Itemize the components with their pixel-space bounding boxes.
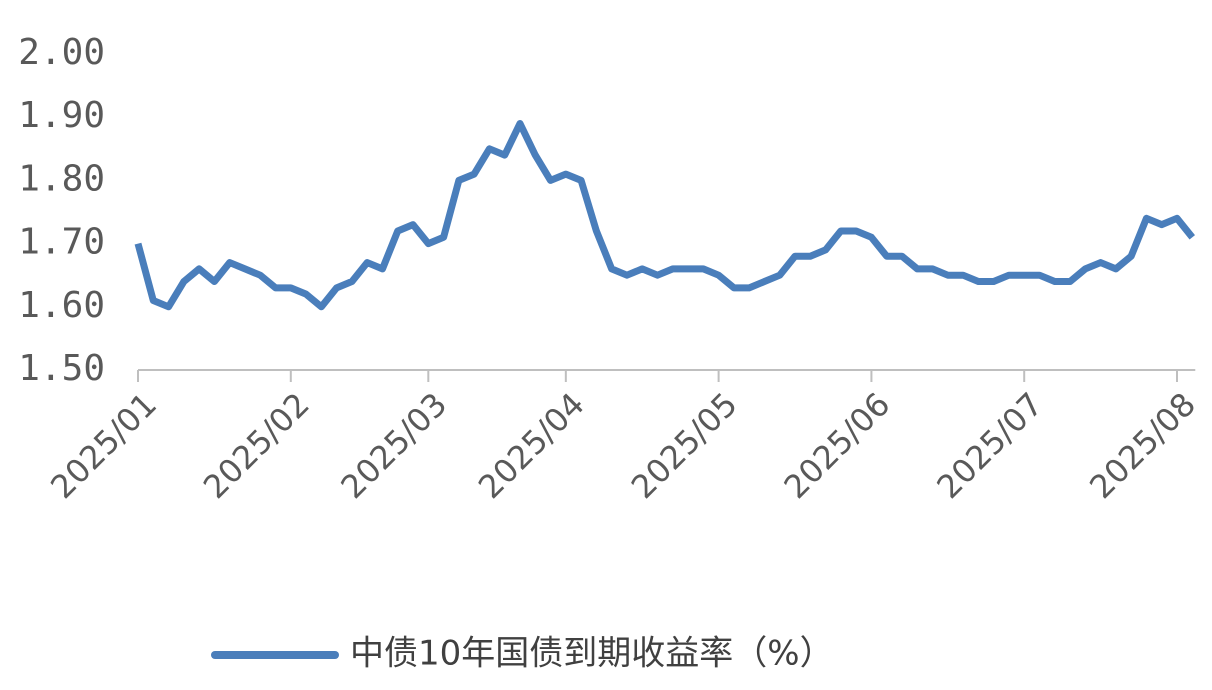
x-tick-label: 2025/08 — [1082, 385, 1203, 506]
y-tick-label: 2.00 — [18, 32, 105, 73]
y-tick-label: 1.90 — [18, 95, 105, 136]
data-line — [134, 120, 1196, 311]
x-tick-label: 2025/03 — [333, 385, 454, 506]
legend-label: 中债10年国债到期收益率（%） — [350, 634, 834, 674]
x-tick-label: 2025/01 — [43, 385, 164, 506]
y-tick-label: 1.60 — [18, 285, 105, 326]
x-tick-label: 2025/06 — [777, 385, 898, 506]
x-tick-label: 2025/05 — [624, 385, 745, 506]
x-tick-label: 2025/02 — [196, 385, 317, 506]
y-tick-label: 1.70 — [18, 222, 105, 263]
x-tick-label: 2025/07 — [929, 385, 1050, 506]
x-tick-label: 2025/04 — [471, 385, 592, 506]
y-tick-label: 1.50 — [18, 348, 105, 389]
y-tick-label: 1.80 — [18, 158, 105, 199]
